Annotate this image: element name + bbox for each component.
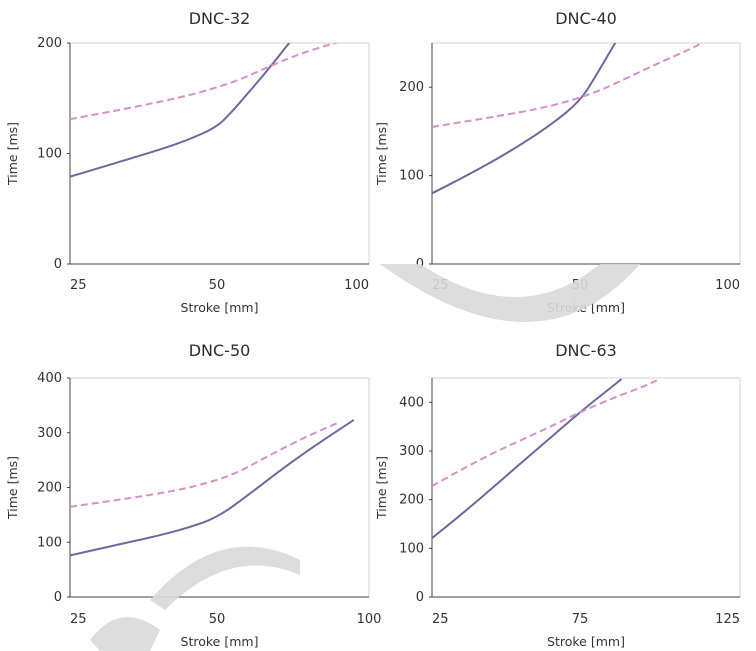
chart-panel-dnc-50: DNC-5001002003004002550100150Stroke [mm]… xyxy=(5,341,382,649)
x-tick-label: 100 xyxy=(344,278,369,293)
y-tick-label: 100 xyxy=(399,169,424,184)
y-tick-label: 200 xyxy=(399,80,424,95)
watermark-shape xyxy=(90,617,160,651)
chart-panel-dnc-32: DNC-32 0 100 200 25 50 100 Stroke [mm] Time [ms] xyxy=(5,9,370,315)
chart-panel-dnc-40: DNC-4001002002550100Stroke [mm]Time [ms] xyxy=(374,9,741,315)
series-line-dashed xyxy=(70,43,339,121)
y-tick-label: 300 xyxy=(399,444,424,459)
y-tick-label: 400 xyxy=(399,395,424,410)
plot-frame xyxy=(69,42,370,265)
x-tick-label: 25 xyxy=(70,612,87,627)
watermark-shape xyxy=(380,264,640,322)
x-tick-label: 25 xyxy=(432,612,449,627)
y-tick-label: 100 xyxy=(37,147,62,162)
y-axis-label: Time [ms] xyxy=(5,456,20,520)
x-axis-label: Stroke [mm] xyxy=(547,634,625,649)
plot-frame xyxy=(431,377,741,598)
y-tick-label: 300 xyxy=(37,426,62,441)
x-tick-label: 50 xyxy=(209,278,226,293)
plot-frame xyxy=(431,42,741,265)
x-tick-label: 100 xyxy=(715,278,740,293)
x-axis-label: Stroke [mm] xyxy=(181,300,259,315)
y-tick-label: 200 xyxy=(37,36,62,51)
series-line-dashed xyxy=(432,43,703,128)
series-line-dashed xyxy=(432,379,658,487)
y-tick-label: 200 xyxy=(399,493,424,508)
y-axis-label: Time [ms] xyxy=(374,456,389,520)
y-tick-label: 0 xyxy=(54,590,62,605)
y-tick-label: 0 xyxy=(54,257,62,272)
chart-panel-dnc-63: DNC-63 0 100 200 300 400 25 75 125 Stroke [mm] Tim… xyxy=(374,341,741,649)
x-tick-label: 75 xyxy=(572,612,589,627)
chart-title: DNC-63 xyxy=(555,341,617,360)
y-axis-label: Time [ms] xyxy=(374,122,389,186)
x-tick-label: 50 xyxy=(209,612,226,627)
x-axis-label: Stroke [mm] xyxy=(181,634,259,649)
watermark-shapes xyxy=(90,264,640,651)
y-tick-label: 100 xyxy=(37,535,62,550)
chart-title: DNC-32 xyxy=(189,9,251,28)
x-tick-label: 125 xyxy=(715,612,740,627)
y-axis-label: Time [ms] xyxy=(5,122,20,186)
series-line-solid xyxy=(70,43,291,178)
series-line-solid xyxy=(70,419,355,557)
x-tick-label: 100 xyxy=(357,612,382,627)
series-line-solid xyxy=(432,378,623,539)
series-line-solid xyxy=(432,43,617,195)
watermark-shape xyxy=(150,546,300,610)
chart-title: DNC-50 xyxy=(189,341,251,360)
series-line-dashed xyxy=(70,421,339,508)
y-tick-label: 0 xyxy=(416,590,424,605)
y-tick-label: 400 xyxy=(37,371,62,386)
y-tick-label: 200 xyxy=(37,481,62,496)
chart-title: DNC-40 xyxy=(555,9,617,28)
x-tick-label: 25 xyxy=(70,278,87,293)
y-tick-label: 100 xyxy=(399,541,424,556)
